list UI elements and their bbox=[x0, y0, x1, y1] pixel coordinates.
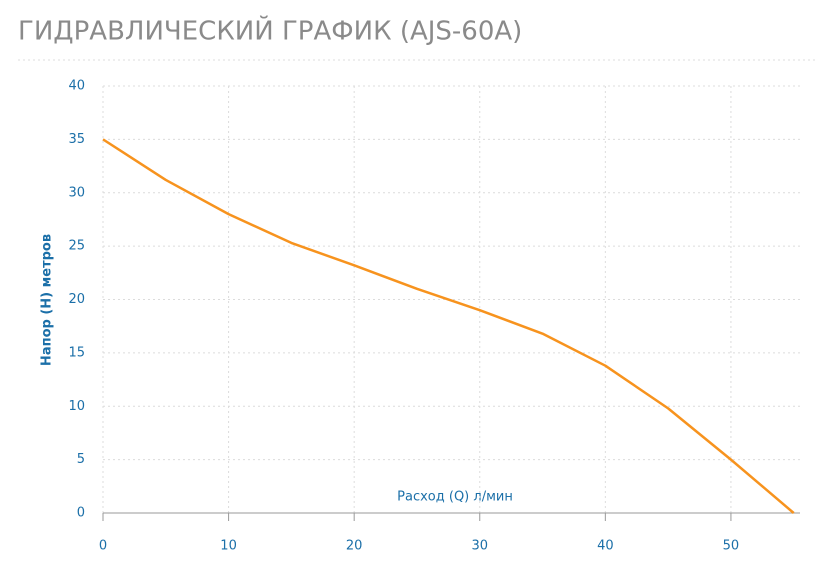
x-tick-label: 50 bbox=[723, 539, 740, 554]
y-tick-label: 10 bbox=[68, 399, 85, 414]
line-series bbox=[102, 138, 795, 514]
x-tick-label: 0 bbox=[99, 539, 107, 554]
x-tick-label: 20 bbox=[346, 539, 363, 554]
y-tick-label: 20 bbox=[68, 292, 85, 307]
y-tick-label: 30 bbox=[68, 185, 85, 200]
y-tick-label: 40 bbox=[68, 79, 85, 94]
chart-title: ГИДРАВЛИЧЕСКИЙ ГРАФИК (AJS-60A) bbox=[18, 15, 522, 47]
y-tick-label: 0 bbox=[77, 506, 85, 521]
y-tick-label: 25 bbox=[68, 239, 85, 254]
y-axis-label: Напор (H) метров bbox=[40, 234, 55, 366]
y-tick-label: 5 bbox=[77, 452, 85, 467]
x-tick-label: 10 bbox=[220, 539, 237, 554]
y-tick-label: 15 bbox=[68, 345, 85, 360]
x-tick-label: 30 bbox=[471, 539, 488, 554]
x-tick-label: 40 bbox=[597, 539, 614, 554]
x-axis-label: Расход (Q) л/мин bbox=[397, 490, 513, 505]
y-tick-label: 35 bbox=[68, 132, 85, 147]
